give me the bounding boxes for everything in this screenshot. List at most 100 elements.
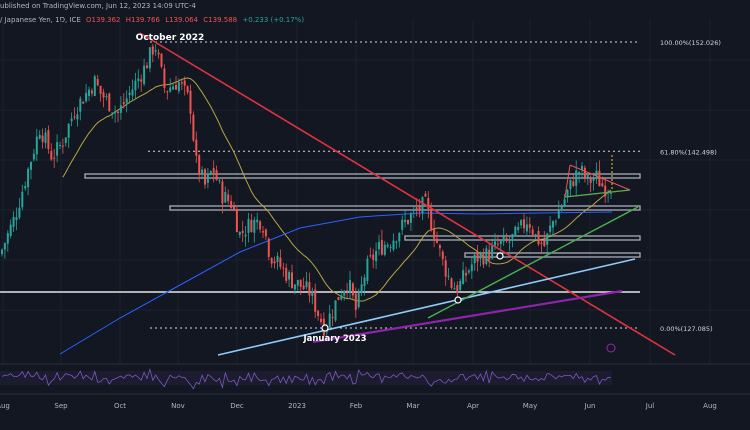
candle-body <box>581 165 583 170</box>
candle-body <box>50 150 53 160</box>
candle-body <box>175 84 177 90</box>
candle-body <box>218 180 221 182</box>
candle-body <box>299 279 302 287</box>
candle-body <box>488 249 491 260</box>
candle-body <box>206 173 209 183</box>
candle-body <box>496 243 499 245</box>
candle-body <box>108 93 111 112</box>
candle-body <box>546 233 549 245</box>
grid <box>0 20 750 392</box>
candle-body <box>282 267 285 269</box>
candle-body <box>140 79 143 82</box>
candle-body <box>6 233 9 244</box>
candle-body <box>436 238 438 243</box>
support-trendline-green <box>427 206 639 319</box>
candle-body <box>183 80 186 86</box>
candle-body <box>293 284 296 290</box>
candle-body <box>308 282 311 296</box>
candle-body <box>494 241 496 246</box>
candle-body <box>343 290 346 296</box>
x-tick-label: Sep <box>54 402 68 410</box>
candle-body <box>148 47 151 69</box>
candle-body <box>285 267 288 281</box>
candle-body <box>215 170 218 180</box>
fib-label: 100.00%(152.026) <box>660 39 721 47</box>
candle-body <box>76 114 79 120</box>
candle-body <box>305 281 308 288</box>
candle-body <box>372 254 375 260</box>
candle-body <box>99 85 102 94</box>
candle-body <box>357 290 360 308</box>
ohlc-high: H139.766 <box>125 16 160 24</box>
event-marker-icon <box>606 343 616 353</box>
candle-body <box>32 153 35 160</box>
candle-body <box>21 191 24 208</box>
candle-body <box>227 194 230 202</box>
candle-body <box>380 239 383 255</box>
candle-body <box>578 172 581 174</box>
candle-body <box>407 220 409 224</box>
triangle-lower <box>564 189 631 198</box>
candle-body <box>151 46 154 55</box>
candle-body <box>250 220 253 232</box>
candle-body <box>96 79 99 86</box>
candle-body <box>337 296 340 300</box>
candle-body <box>418 206 421 211</box>
x-tick-label: Oct <box>114 402 126 410</box>
candle-body <box>137 78 140 82</box>
x-tick-label: Nov <box>171 402 185 410</box>
candle-body <box>549 225 552 232</box>
candle-body <box>128 92 131 96</box>
candle-body <box>30 161 32 170</box>
candle-body <box>35 136 38 155</box>
candle-body <box>499 240 502 244</box>
candle-body <box>476 251 479 262</box>
candle-body <box>412 209 415 212</box>
candle-body <box>288 272 291 280</box>
candle-body <box>531 229 534 235</box>
candle-body <box>41 135 44 142</box>
candle-body <box>276 255 279 262</box>
candle-body <box>24 186 27 189</box>
candle-body <box>235 210 238 233</box>
candle-body <box>3 243 6 250</box>
candle-body <box>244 234 247 237</box>
candle-body <box>502 236 505 242</box>
candle-body <box>566 189 569 197</box>
x-tick-label: Mar <box>406 402 419 410</box>
candle-body <box>47 130 50 150</box>
ohlc-change: +0.233 (+0.17%) <box>242 16 305 24</box>
candle-body <box>117 111 119 113</box>
x-axis: Aug Sep Oct Nov Dec 2023 Feb Mar Apr May Jun Jul Aug <box>0 393 750 410</box>
candle-body <box>485 248 488 264</box>
candle-body <box>221 181 224 204</box>
candle-body <box>430 210 433 231</box>
candle-body <box>540 242 543 244</box>
ohlc-close: C139.588 <box>203 16 238 24</box>
candle-body <box>575 170 578 186</box>
candle-body <box>160 53 163 67</box>
candle-body <box>154 50 157 52</box>
fib-label: 61.80%(142.498) <box>660 148 717 156</box>
candle-body <box>59 144 61 146</box>
candle-body <box>447 275 450 277</box>
x-tick-label: 2023 <box>288 402 306 410</box>
candle-body <box>201 169 204 175</box>
candle-body <box>557 210 560 219</box>
candle-body <box>427 197 430 209</box>
candle-body <box>253 219 256 233</box>
candle-body <box>27 168 30 188</box>
candle-body <box>456 285 459 293</box>
candle-body <box>462 270 465 284</box>
candle-body <box>85 92 88 102</box>
candle-body <box>349 280 351 293</box>
rsi-background <box>0 364 750 394</box>
candle-body <box>552 221 554 228</box>
x-tick-label: Aug <box>703 402 717 410</box>
candle-body <box>438 245 441 249</box>
candle-body <box>180 82 183 84</box>
candle-body <box>534 234 537 237</box>
pivot-marker <box>321 324 329 332</box>
candle-body <box>363 277 366 287</box>
